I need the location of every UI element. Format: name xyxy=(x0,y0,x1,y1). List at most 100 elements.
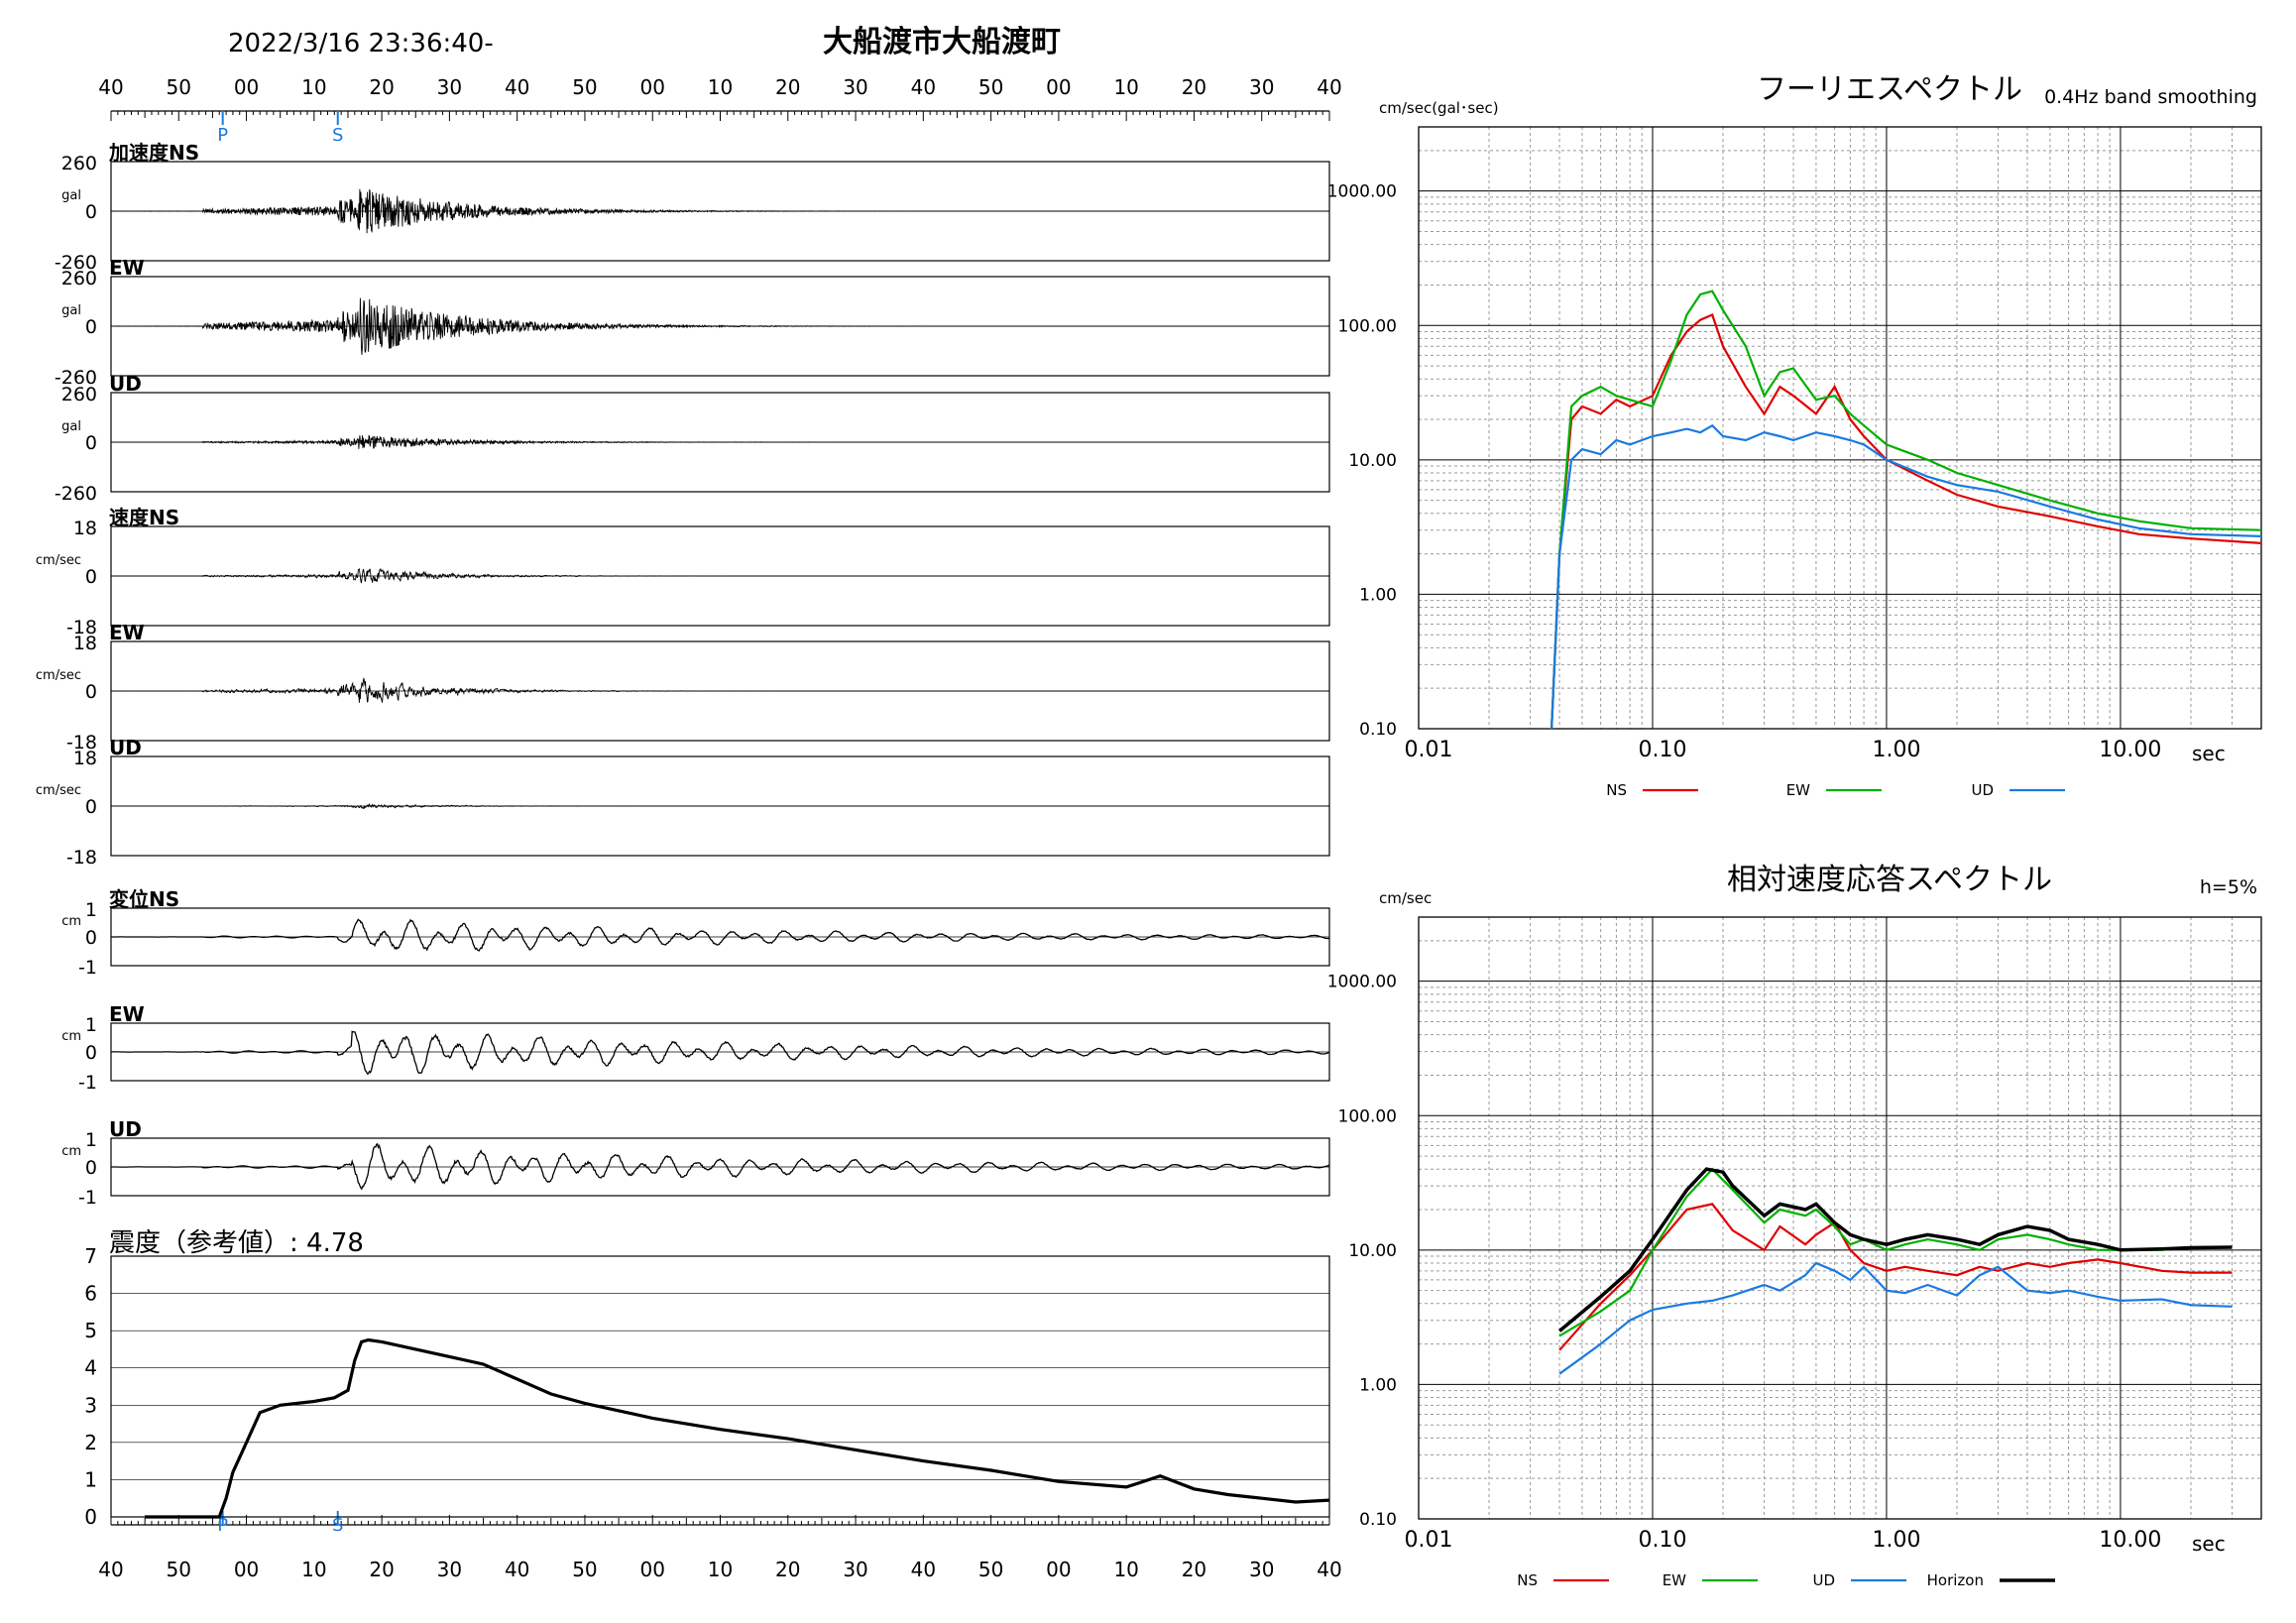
spectrum-y-unit: cm/sec xyxy=(1379,889,1432,907)
intensity-y-tick: 3 xyxy=(84,1393,97,1417)
time-tick-label: 10 xyxy=(708,75,733,99)
x-tick-label: 10.00 xyxy=(2099,1528,2161,1553)
intensity-label: 震度（参考値）: 4.78 xyxy=(109,1228,364,1258)
p-label: P xyxy=(217,1515,228,1536)
time-tick-label: 50 xyxy=(572,75,597,99)
y-zero-label: 0 xyxy=(85,316,97,338)
waveform-label: UD xyxy=(109,736,142,759)
time-tick-label: 10 xyxy=(1113,75,1138,99)
x-tick-label: 0.01 xyxy=(1405,738,1453,762)
x-tick-label: 10.00 xyxy=(2099,738,2161,762)
y-bottom-label: -1 xyxy=(78,957,97,979)
y-top-label: 1 xyxy=(85,1129,97,1151)
unit-label: gal xyxy=(61,419,81,434)
y-bottom-label: -260 xyxy=(55,367,97,389)
waveform-trace xyxy=(111,1142,1330,1191)
series-line-EW xyxy=(1550,290,2262,730)
time-tick-label: 40 xyxy=(98,75,123,99)
x-axis-unit: sec xyxy=(2192,1532,2226,1556)
y-bottom-label: -18 xyxy=(66,617,97,638)
time-tick-label: 30 xyxy=(843,1558,867,1581)
time-tick-label: 30 xyxy=(1249,75,1274,99)
time-tick-label: 00 xyxy=(234,75,259,99)
response-spectrum-panel: 相対速度応答スペクトル h=5% cm/sec 0.01 0.10 1.00 10.00 0.… xyxy=(1327,863,2262,1589)
waveform-加速度-NS: 加速度NS 260 0 -260 gal xyxy=(55,141,1330,274)
waveform-label: 変位NS xyxy=(109,887,179,911)
legend-label: NS xyxy=(1606,781,1627,799)
series-line-Horizon xyxy=(1557,1167,2233,1333)
y-tick-label: 10.00 xyxy=(1348,1241,1397,1261)
intensity-y-tick: 2 xyxy=(84,1431,97,1454)
y-bottom-label: -1 xyxy=(78,1187,97,1209)
y-bottom-label: -260 xyxy=(55,252,97,274)
waveform-label: EW xyxy=(109,1002,145,1026)
series-line-EW xyxy=(1558,1167,2233,1337)
spectrum-title: フーリエスペクトル xyxy=(1757,72,2022,107)
y-tick-label: 100.00 xyxy=(1338,316,1397,336)
y-bottom-label: -18 xyxy=(66,732,97,754)
series-line-NS xyxy=(1558,1203,2233,1351)
y-top-label: 18 xyxy=(73,748,97,769)
x-axis-unit: sec xyxy=(2192,742,2226,765)
s-label: S xyxy=(332,1515,343,1536)
y-zero-label: 0 xyxy=(85,1042,97,1064)
intensity-y-tick: 1 xyxy=(84,1467,97,1491)
legend-label: UD xyxy=(1971,781,1994,799)
y-top-label: 18 xyxy=(73,518,97,539)
time-tick-label: 40 xyxy=(1317,75,1341,99)
waveform-trace xyxy=(111,803,1329,810)
waveform-変位-NS: 変位NS 1 0 -1 cm xyxy=(61,887,1330,979)
time-tick-label: 40 xyxy=(505,75,529,99)
time-tick-label: 50 xyxy=(167,75,191,99)
x-tick-label: 0.10 xyxy=(1638,738,1686,762)
time-tick-label: 10 xyxy=(1113,1558,1138,1581)
unit-label: cm xyxy=(61,1144,81,1159)
time-tick-label: 40 xyxy=(911,1558,936,1581)
y-tick-label: 1.00 xyxy=(1359,1375,1397,1395)
y-top-label: 18 xyxy=(73,633,97,654)
waveform-trace xyxy=(111,567,1329,584)
y-zero-label: 0 xyxy=(85,1157,97,1179)
y-bottom-label: -18 xyxy=(66,847,97,869)
y-zero-label: 0 xyxy=(85,927,97,949)
unit-label: gal xyxy=(61,303,81,318)
intensity-frame xyxy=(110,1255,1330,1518)
time-tick-label: 40 xyxy=(505,1558,529,1581)
series-line-NS xyxy=(1550,313,2262,730)
y-top-label: 1 xyxy=(85,899,97,921)
y-tick-label: 0.10 xyxy=(1359,1510,1397,1530)
time-tick-label: 20 xyxy=(775,75,800,99)
time-tick-label: 50 xyxy=(572,1558,597,1581)
waveform-trace xyxy=(111,1030,1330,1076)
intensity-y-tick: 0 xyxy=(84,1505,97,1529)
time-tick-label: 10 xyxy=(708,1558,733,1581)
waveform-label: UD xyxy=(109,1117,142,1141)
time-tick-label: 30 xyxy=(1249,1558,1274,1581)
time-tick-label: 00 xyxy=(639,1558,664,1581)
series-line-UD xyxy=(1550,423,2262,730)
time-tick-label: 30 xyxy=(843,75,867,99)
waveform-label: 速度NS xyxy=(109,506,179,529)
intensity-y-tick: 5 xyxy=(84,1319,97,1342)
spectrum-y-unit: cm/sec(gal･sec) xyxy=(1379,99,1499,117)
x-tick-label: 0.10 xyxy=(1638,1528,1686,1553)
header-datetime: 2022/3/16 23:36:40- xyxy=(228,29,494,58)
legend-label: EW xyxy=(1786,781,1810,799)
time-tick-label: 50 xyxy=(978,1558,1003,1581)
waveform-変位-UD: UD 1 0 -1 cm xyxy=(61,1117,1330,1209)
unit-label: cm/sec xyxy=(36,668,81,683)
y-top-label: 1 xyxy=(85,1014,97,1036)
y-top-label: 260 xyxy=(61,268,97,290)
legend-label: EW xyxy=(1663,1571,1686,1589)
waveform-label: 加速度NS xyxy=(108,141,199,165)
y-zero-label: 0 xyxy=(85,566,97,588)
y-zero-label: 0 xyxy=(85,432,97,454)
s-label: S xyxy=(332,125,343,146)
waveform-label: UD xyxy=(109,372,142,396)
time-tick-label: 40 xyxy=(911,75,936,99)
p-label: P xyxy=(217,125,228,146)
series-line-UD xyxy=(1558,1261,2233,1375)
intensity-y-tick: 4 xyxy=(84,1356,97,1380)
